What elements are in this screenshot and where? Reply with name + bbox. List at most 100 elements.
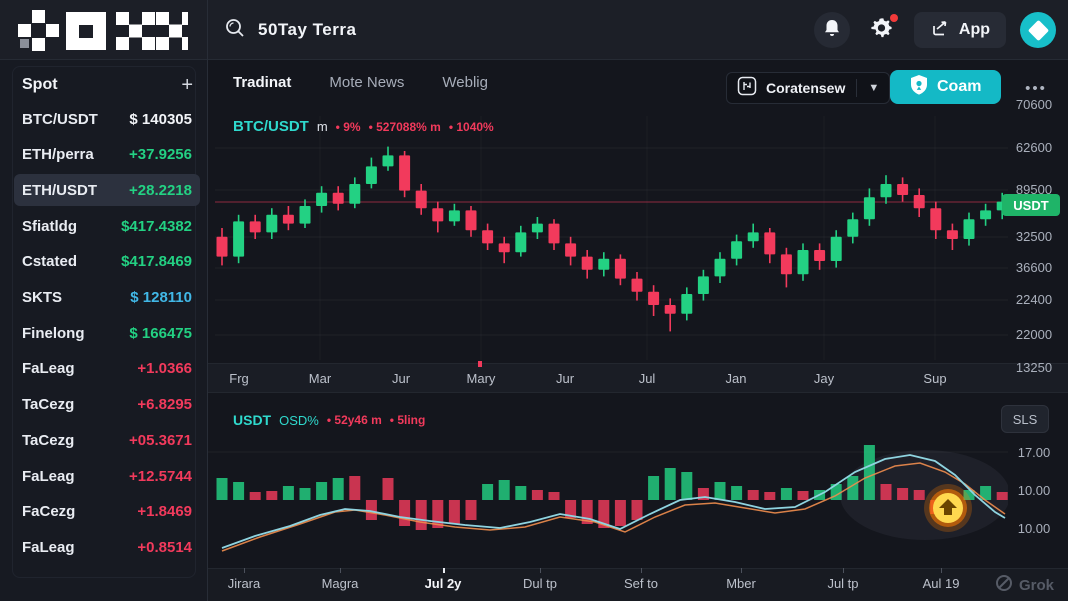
pair-label: TaCezg [22,396,75,414]
coam-button[interactable]: Coam [890,70,1002,104]
settings-button[interactable] [864,12,900,48]
chart-tabs: Tradinat Mote News Weblig [233,74,488,91]
tab-mote-news[interactable]: Mote News [329,74,405,91]
sls-button[interactable]: SLS [1001,405,1049,433]
time-axis-label: Jay [813,371,835,386]
pair-label: Cstated [22,253,78,271]
search-icon [224,17,246,44]
candlestick-chart[interactable] [207,108,1008,363]
time-axis-label: Frg [229,371,249,386]
grok-watermark: Grok [995,574,1054,596]
legend-stat: • 52y46 m [326,413,382,427]
pair-value: $ 166475 [129,324,192,342]
pair-label: SKTS [22,289,63,306]
chart-type-icon [737,76,757,101]
indicator-axis-label: 10.00 [1017,483,1051,498]
pair-value: +28.2218 [129,181,192,199]
pair-value: $417.8469 [121,253,192,271]
legend-symbol: BTC/USDT [233,118,309,135]
last-price-tag: USDT [1002,194,1060,216]
sidebar-header: Spot + [22,72,193,98]
indicator-axis-label: 10.00 [1017,521,1051,536]
indicator-chart[interactable] [207,436,1008,568]
bottom-time-axis-label: Magra [321,576,359,591]
bottom-time-axis-label: Dul tp [523,576,557,591]
spot-header-label: Spot [22,76,58,93]
axis-tick [741,568,742,573]
pair-row[interactable]: TaCezg +05.3671 [14,424,200,456]
pair-label: FaLeag [22,538,75,556]
pair-value: +05.3671 [129,431,192,449]
more-options-button[interactable]: ••• [1025,79,1047,97]
topbar-actions: App [813,12,1056,48]
grok-logo-icon [995,574,1013,596]
legend-stat: • 527088% m [368,119,441,134]
price-axis-label: 22400 [1015,292,1053,307]
indicator-axis-label: 17.00 [1017,445,1051,460]
indicator-selector-label: Coratensew [766,80,846,96]
pair-label: BTC/USDT [22,110,98,128]
pair-value: +6.8295 [137,396,192,414]
bell-icon [822,18,842,43]
pair-row[interactable]: Cstated $417.8469 [14,246,200,278]
pair-row[interactable]: Sfiatldg $417.4382 [14,210,200,242]
axis-tick [540,568,541,573]
notifications-button[interactable] [813,12,850,48]
settings-notification-dot [889,14,898,22]
bottom-time-axis-label: Mber [726,576,756,591]
pair-row[interactable]: TaCezg +6.8295 [14,389,200,421]
pair-row[interactable]: ETH/perra +37.9256 [14,139,200,171]
pair-row[interactable]: FaLeag +0.8514 [14,531,200,563]
topbar: 50Tay Terra [0,0,1068,60]
global-search[interactable]: 50Tay Terra [224,14,356,46]
account-avatar[interactable] [1020,12,1056,48]
tab-tradinat[interactable]: Tradinat [233,74,292,91]
time-axis-label: Jan [725,371,747,386]
pair-value: $ 140305 [129,110,192,128]
bottom-time-axis-label: Jul 2y [424,576,462,591]
axis-tick [244,568,245,573]
shield-icon [910,74,928,100]
signal-up-arrow-marker [924,484,972,532]
indicator-legend: USDT OSD% • 52y46 m • 5ling [233,412,425,428]
pair-label: ETH/USDT [22,181,97,199]
indicator-selector[interactable]: Coratensew ▼ [726,72,891,104]
legend-stat: • 9% [335,119,361,134]
time-axis-label: Jur [391,371,411,386]
pair-value: +1.0366 [137,360,192,378]
legend-interval: m [316,119,328,134]
pair-value: +0.8514 [137,538,192,556]
pair-row[interactable]: Finelong $ 166475 [14,317,200,349]
app-download-icon [930,18,950,43]
coam-button-label: Coam [937,78,982,95]
app-download-button[interactable]: App [913,12,1006,48]
tab-weblig[interactable]: Weblig [442,74,488,91]
pair-row[interactable]: FaLeag +12.5744 [14,460,200,492]
pair-label: Sfiatldg [22,217,77,235]
pair-row[interactable]: FaCezg +1.8469 [14,496,200,528]
axis-tick [340,568,341,573]
time-axis-label: Jur [555,371,575,386]
time-axis-label: Mar [308,371,332,386]
price-axis-label: 13250 [1015,360,1053,375]
price-axis-label: 62600 [1015,140,1053,155]
pair-row[interactable]: FaLeag +1.0366 [14,353,200,385]
search-input-text: 50Tay Terra [258,20,357,39]
axis-tick [641,568,642,573]
pair-label: FaLeag [22,467,75,485]
bottom-time-axis-label: Aul 19 [922,576,960,591]
indicator-label: OSD% [279,412,319,428]
bottom-time-axis-label: Jirara [227,576,261,591]
bottom-time-axis-label: Jul tp [827,576,859,591]
pair-row[interactable]: BTC/USDT $ 140305 [14,103,200,135]
selector-divider [856,79,858,97]
legend-stat: • 1040% [448,119,494,134]
pair-row[interactable]: ETH/USDT +28.2218 [14,174,200,207]
pair-row[interactable]: SKTS $ 128110 [14,282,200,314]
add-pair-button[interactable]: + [181,74,193,96]
indicator-stats: • 52y46 m • 5ling [327,413,425,427]
pair-label: TaCezg [22,431,75,449]
bottom-time-axis-label: Sef to [624,576,658,591]
chevron-down-icon: ▼ [868,82,880,94]
pair-label: FaLeag [22,360,75,378]
